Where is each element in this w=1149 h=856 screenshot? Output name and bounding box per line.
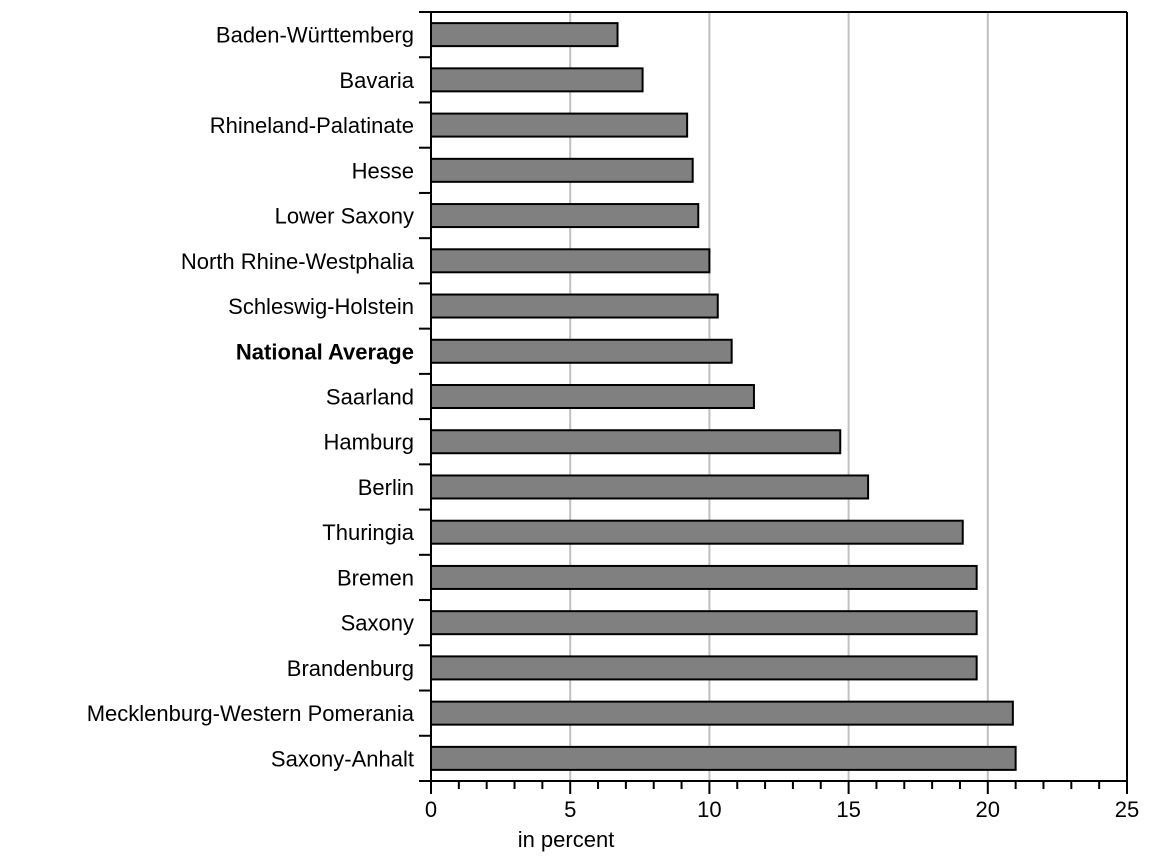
bar-1: [430, 67, 644, 93]
category-label-12: Bremen: [337, 565, 414, 590]
bar-14: [430, 655, 978, 681]
x-tick-label-20: 20: [976, 797, 1000, 822]
x-tick-label-15: 15: [836, 797, 860, 822]
category-label-9: Hamburg: [324, 430, 414, 455]
category-label-13: Saxony: [341, 611, 414, 636]
bar-12: [430, 564, 978, 590]
bar-7: [430, 338, 733, 364]
bar-11: [430, 519, 964, 545]
bar-8: [430, 384, 755, 409]
bar-2: [430, 112, 689, 138]
x-tick-label-10: 10: [697, 797, 721, 822]
x-tick-label-5: 5: [564, 797, 576, 822]
bars: [430, 22, 1017, 771]
x-tick-label-0: 0: [425, 797, 437, 822]
bar-13: [430, 610, 978, 636]
bar-10: [430, 474, 870, 500]
bar-5: [430, 248, 711, 274]
bar-6: [430, 293, 719, 319]
category-label-16: Saxony-Anhalt: [271, 746, 414, 771]
category-label-4: Lower Saxony: [275, 204, 414, 229]
category-label-2: Rhineland-Palatinate: [210, 113, 414, 138]
bar-4: [430, 203, 700, 229]
axes: 0 5 10 15 20 25: [419, 11, 1139, 822]
category-label-11: Thuringia: [322, 520, 414, 545]
bar-0: [430, 22, 619, 48]
bar-3: [430, 157, 694, 183]
x-axis-title: in percent: [518, 827, 615, 852]
category-label-3: Hesse: [352, 158, 414, 183]
category-label-7: National Average: [236, 339, 414, 364]
category-labels: Baden-Württemberg Bavaria Rhineland-Palati…: [87, 23, 415, 772]
bar-16: [430, 745, 1017, 771]
category-label-15: Mecklenburg-Western Pomerania: [87, 701, 415, 726]
category-label-1: Bavaria: [339, 68, 414, 93]
category-label-5: North Rhine-Westphalia: [181, 249, 415, 274]
category-label-14: Brandenburg: [287, 656, 414, 681]
category-label-10: Berlin: [358, 475, 414, 500]
category-label-8: Saarland: [326, 385, 414, 410]
x-tick-label-25: 25: [1115, 797, 1139, 822]
bar-15: [430, 700, 1014, 726]
bar-9: [430, 429, 842, 455]
category-label-6: Schleswig-Holstein: [228, 294, 414, 319]
category-label-0: Baden-Württemberg: [216, 23, 414, 48]
